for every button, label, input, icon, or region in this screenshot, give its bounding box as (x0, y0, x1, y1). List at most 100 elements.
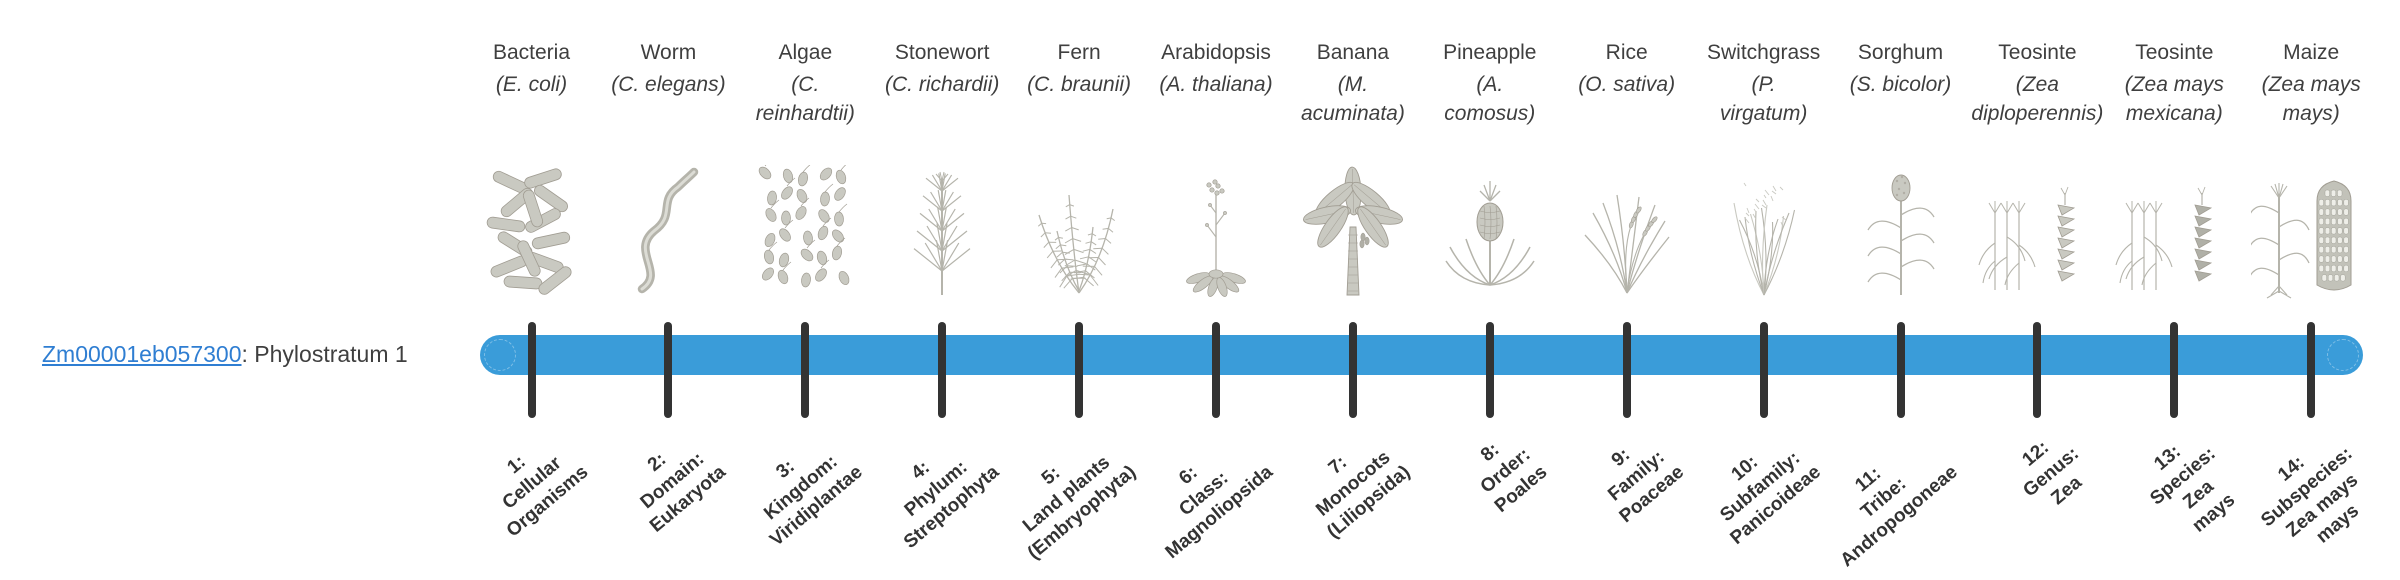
timeline-tick (2170, 322, 2179, 418)
species-line: (C. richardii) (885, 73, 1000, 96)
phylostratum-label: 7: Monocots (Liliopsida) (1291, 424, 1415, 544)
phylostratum-label: 8: Order: Poales (1459, 424, 1552, 519)
organism-column: Teosinte (Zea mays mexicana) 13: Species: Z… (2094, 0, 2254, 580)
phylostratum-label: 3: Kingdom: Viridiplantae (734, 424, 867, 552)
species-line: (M. (1337, 73, 1369, 96)
timeline-tick (1212, 322, 1220, 418)
arabidopsis-illustration (1150, 162, 1282, 302)
species-line: (A. (1476, 73, 1504, 96)
organism-species-name: (Zea mays mexicana) (2125, 70, 2224, 128)
sorghum-illustration (1835, 162, 1967, 302)
phylostratum-label: 12: Genus: Zea (2003, 424, 2099, 521)
organism-common-name: Teosinte (2135, 41, 2214, 64)
organism-common-name: Stonewort (894, 41, 990, 64)
pineapple-illustration (1424, 162, 1556, 302)
timeline-tick (527, 322, 536, 418)
species-line: (O. sativa) (1578, 73, 1676, 96)
organism-species-name: (S. bicolor) (1850, 70, 1952, 99)
organism-column: Algae (C. reinhardtii) 3: Kingdom: Viridipl… (725, 0, 885, 580)
timeline-tick (2033, 322, 2042, 418)
organism-common-name: Teosinte (1998, 41, 2077, 64)
phylostratum-label: 5: Land plants (Embryophyta) (992, 424, 1141, 565)
species-line: (Zea mays (2261, 73, 2361, 96)
organism-species-name: (C. richardii) (885, 70, 999, 99)
species-line: (E. coli) (495, 73, 568, 96)
organism-common-name: Banana (1316, 41, 1390, 64)
timeline-tick (1075, 322, 1084, 418)
rice-illustration (1561, 162, 1693, 302)
organism-common-name: Algae (778, 41, 833, 64)
species-line: mexicana) (2125, 102, 2223, 125)
organism-species-name: (Zea diploperennis) (1971, 70, 2103, 128)
organism-column: Bacteria (E. coli) 1: Cellular Organisms (452, 0, 612, 580)
species-line: (C. elegans) (611, 73, 726, 96)
timeline-right-cap (2327, 339, 2359, 371)
phylostratum-label: 14: Subspecies: Zea mays mays (2241, 424, 2388, 569)
species-line: (P. (1751, 73, 1776, 96)
species-line: (S. bicolor) (1849, 73, 1952, 96)
timeline-tick (1896, 322, 1905, 418)
maize-illustration (2245, 162, 2377, 302)
organism-common-name: Arabidopsis (1161, 41, 1271, 64)
species-line: (A. thaliana) (1159, 73, 1273, 96)
organism-column: Maize (Zea mays mays) 14: Subspecies: Zea m… (2231, 0, 2391, 580)
organism-species-name: (M. acuminata) (1301, 70, 1405, 128)
phylostratum-label: 4: Phylum: Streptophyta (868, 424, 1004, 554)
species-line: (Zea mays (2124, 73, 2224, 96)
organism-species-name: (C. reinhardtii) (756, 70, 855, 128)
bacteria-illustration (466, 162, 598, 302)
teosinte-mexicana-illustration (2108, 162, 2240, 302)
organism-column: Worm (C. elegans) 2: Domain: Eukaryota (588, 0, 748, 580)
switchgrass-illustration (1698, 162, 1830, 302)
phylostratum-label: 6: Class: Magnoliopsida (1130, 424, 1278, 565)
species-line: (C. (791, 73, 820, 96)
organism-species-name: (P. virgatum) (1720, 70, 1808, 128)
organism-common-name: Rice (1605, 41, 1648, 64)
timeline-left-cap (484, 339, 516, 371)
organism-species-name: (A. comosus) (1444, 70, 1535, 128)
organism-column: Fern (C. braunii) 5: Land plants (Embryoph… (999, 0, 1159, 580)
gene-id-link[interactable]: Zm00001eb057300 (42, 341, 242, 367)
worm-illustration (602, 162, 734, 302)
phylostratum-label: 10: Subfamily: Panicoideae (1695, 424, 1826, 550)
organism-column: Sorghum (S. bicolor) 11: Tribe: Andropogon… (1821, 0, 1981, 580)
timeline-tick (1348, 322, 1357, 418)
species-line: mays) (2282, 102, 2340, 125)
teosinte-diploperennis-illustration (1971, 162, 2103, 302)
organism-column: Teosinte (Zea diploperennis) 12: Genus: Zea (1957, 0, 2117, 580)
species-line: (C. braunii) (1027, 73, 1132, 96)
timeline-tick (1759, 322, 1768, 418)
organism-common-name: Sorghum (1857, 41, 1944, 64)
species-line: acuminata) (1300, 102, 1405, 125)
organism-species-name: (E. coli) (496, 70, 567, 99)
organism-column: Switchgrass (P. virgatum) 10: Subfamily: Pa… (1684, 0, 1844, 580)
phylostratum-label: 2: Domain: Eukaryota (614, 424, 731, 538)
organism-species-name: (O. sativa) (1578, 70, 1675, 99)
fern-illustration (1013, 162, 1145, 302)
timeline-tick (664, 322, 673, 418)
species-line: diploperennis) (1971, 102, 2104, 125)
organism-common-name: Switchgrass (1706, 41, 1821, 64)
organism-species-name: (A. thaliana) (1159, 70, 1272, 99)
timeline-bar (480, 335, 2363, 375)
timeline-tick (2307, 322, 2316, 418)
species-line: reinhardtii) (755, 102, 855, 125)
phylostratum-text: : Phylostratum 1 (241, 341, 408, 367)
organism-column: Rice (O. sativa) 9: Family: Poaceae (1547, 0, 1707, 580)
organism-column: Pineapple (A. comosus) 8: Order: Poales (1410, 0, 1570, 580)
organism-common-name: Fern (1057, 41, 1101, 64)
timeline-tick (938, 322, 947, 418)
algae-illustration (739, 162, 871, 302)
banana-illustration (1287, 162, 1419, 302)
organism-common-name: Pineapple (1443, 41, 1537, 64)
phylostratum-label: 11: Tribe: Andropogoneae (1805, 424, 1963, 573)
organism-species-name: (Zea mays mays) (2262, 70, 2361, 128)
organism-species-name: (C. braunii) (1027, 70, 1131, 99)
phylostratum-label: 1: Cellular Organisms (471, 424, 593, 543)
timeline-tick (1622, 322, 1631, 418)
species-line: (Zea (2015, 73, 2059, 96)
phylostratum-label: 9: Family: Poaceae (1584, 424, 1689, 529)
organism-common-name: Worm (640, 41, 697, 64)
timeline-tick (1485, 322, 1494, 418)
